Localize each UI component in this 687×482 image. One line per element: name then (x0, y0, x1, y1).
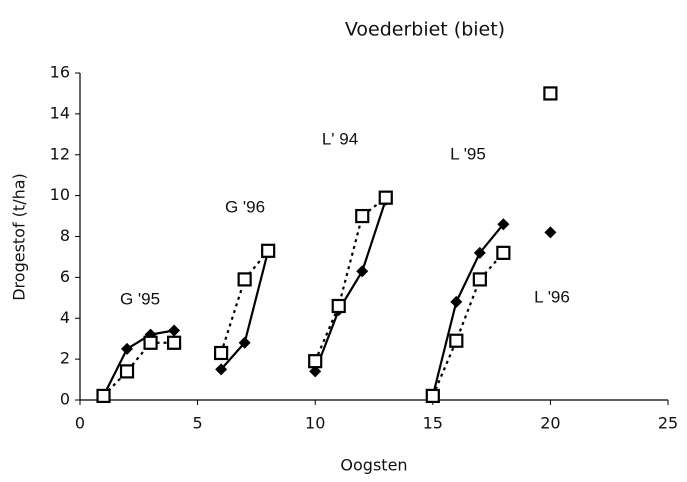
x-tick-label: 5 (193, 414, 203, 433)
diamond-marker (473, 246, 486, 259)
square-marker (166, 335, 182, 350)
square-marker (355, 208, 370, 224)
annotation: L '95 (450, 144, 486, 163)
diamond-marker (450, 295, 463, 308)
diamond-marker (215, 363, 228, 376)
diamond-marker (168, 324, 181, 337)
square-marker (96, 388, 111, 404)
square-marker (143, 335, 158, 350)
y-tick-label: 0 (60, 390, 70, 409)
y-tick-label: 14 (50, 103, 70, 122)
annotation: G '95 (120, 289, 160, 308)
annotation: L '96 (534, 287, 570, 306)
x-axis-label: Oogsten (340, 456, 407, 475)
y-tick-label: 10 (50, 185, 70, 204)
square-marker (543, 86, 558, 101)
x-tick-label: 15 (423, 414, 443, 433)
square-marker (119, 364, 135, 379)
annotation: G '96 (225, 197, 265, 216)
diamond-marker (497, 218, 510, 231)
y-axis-label: Drogestof (t/ha) (10, 173, 29, 301)
y-tick-label: 4 (60, 308, 70, 327)
square-marker (472, 272, 487, 287)
series-line (104, 200, 551, 396)
diamond-marker (309, 365, 322, 378)
square-marker (261, 243, 276, 258)
square-marker (425, 388, 440, 404)
y-tick-label: 12 (50, 144, 70, 163)
x-tick-label: 10 (305, 414, 325, 433)
diamond-marker (356, 265, 369, 278)
y-tick-label: 6 (60, 267, 70, 286)
square-marker (449, 333, 464, 348)
square-marker (237, 272, 252, 287)
y-tick-label: 8 (60, 226, 70, 245)
diamond-marker (121, 342, 134, 355)
x-tick-label: 20 (540, 414, 560, 433)
square-marker (331, 298, 346, 314)
square-marker (308, 354, 323, 369)
diamond-marker (544, 226, 557, 239)
square-marker (214, 345, 229, 361)
annotation: L' 94 (322, 129, 358, 148)
diamond-marker (238, 336, 251, 349)
square-marker (496, 245, 511, 260)
y-tick-label: 16 (50, 63, 70, 82)
x-tick-label: 25 (658, 414, 678, 433)
square-marker (378, 190, 393, 205)
y-tick-label: 2 (60, 349, 70, 368)
chart-title: Voederbiet (biet) (345, 19, 505, 41)
x-tick-label: 0 (75, 414, 85, 433)
